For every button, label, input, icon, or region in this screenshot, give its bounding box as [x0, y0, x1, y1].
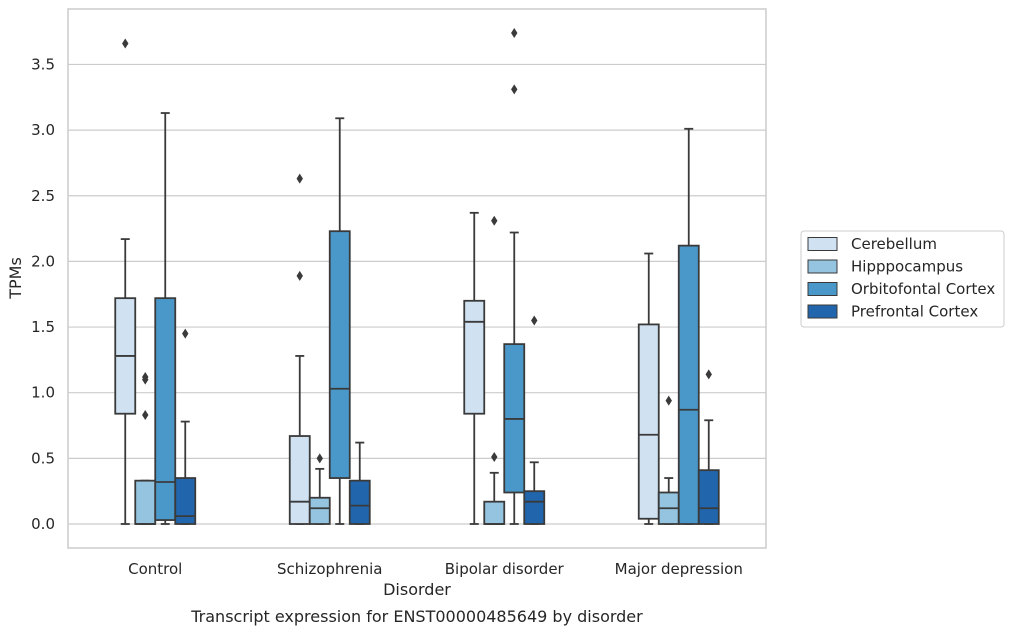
x-axis-title: Disorder: [383, 580, 451, 599]
box-0-1: [288, 173, 311, 525]
y-tick-label: 0.5: [31, 449, 55, 467]
outlier-point: [182, 328, 189, 339]
legend-swatch: [807, 237, 838, 251]
box-2-1: [328, 117, 351, 525]
y-axis-title: TPMs: [6, 257, 25, 300]
iqr-box: [174, 477, 197, 525]
box-3-2: [523, 315, 546, 525]
box-2-0: [154, 112, 177, 525]
legend-swatch: [807, 282, 838, 296]
iqr-box: [677, 244, 700, 525]
outlier-point: [296, 270, 303, 281]
iqr-box: [328, 230, 351, 479]
iqr-box: [308, 496, 331, 525]
iqr-box: [637, 323, 660, 520]
y-tick-label: 2.0: [31, 252, 55, 270]
outlier-point: [705, 369, 712, 380]
outlier-point: [296, 173, 303, 184]
plot-frame: [67, 8, 767, 549]
outlier-point: [665, 395, 672, 406]
x-tick-label: Bipolar disorder: [445, 560, 565, 578]
box-3-1: [348, 441, 371, 525]
legend-label: Hipppocampus: [851, 258, 963, 276]
y-tick-label: 1.5: [31, 318, 55, 336]
legend-swatch: [807, 304, 838, 319]
y-tick-label: 2.5: [31, 187, 55, 205]
x-tick-label: Major depression: [615, 560, 743, 578]
box-1-1: [308, 453, 331, 525]
y-tick-label: 0.0: [31, 515, 55, 533]
chart-caption: Transcript expression for ENST0000048564…: [190, 607, 643, 626]
iqr-box: [348, 479, 371, 525]
box-1-2: [483, 215, 506, 525]
y-tick-label: 1.0: [31, 384, 55, 402]
y-tick-label: 3.5: [31, 55, 55, 73]
outlier-point: [122, 38, 129, 49]
box-2-3: [677, 127, 700, 525]
box-0-3: [637, 252, 660, 525]
box-3-3: [697, 369, 720, 525]
y-tick-label: 3.0: [31, 121, 55, 139]
box-3-0: [174, 328, 197, 525]
outlier-point: [142, 371, 149, 382]
outlier-point: [511, 27, 518, 38]
outlier-point: [511, 84, 518, 95]
outlier-point: [142, 410, 149, 421]
legend-items: Cerebellum Hipppocampus Orbitofontal Corte…: [807, 235, 995, 321]
iqr-box: [697, 469, 720, 525]
box-series: [114, 27, 720, 525]
iqr-box: [463, 299, 486, 415]
grid-lines: [68, 63, 766, 525]
outlier-point: [491, 452, 498, 463]
iqr-box: [483, 500, 506, 525]
iqr-box: [154, 297, 177, 521]
iqr-box: [134, 479, 157, 525]
x-tick-label: Schizophrenia: [277, 560, 382, 578]
x-tick-label: Control: [128, 560, 182, 578]
box-0-2: [463, 211, 486, 525]
legend-label: Prefrontal Cortex: [851, 303, 978, 321]
y-tick-labels: 0.0 0.5 1.0 1.5 2.0 2.5 3.0 3.5: [31, 55, 55, 533]
box-1-3: [657, 395, 680, 525]
x-tick-labels: Control Schizophrenia Bipolar disorder Majo…: [128, 560, 743, 578]
box-1-0: [134, 371, 157, 525]
outlier-point: [491, 215, 498, 226]
outlier-point: [531, 315, 538, 326]
box-2-2: [503, 27, 526, 525]
box-0-0: [114, 38, 137, 525]
legend-label: Cerebellum: [851, 235, 937, 253]
iqr-box: [288, 435, 311, 525]
legend-swatch: [807, 259, 838, 274]
legend-frame: [800, 230, 1005, 328]
outlier-point: [316, 453, 323, 464]
legend: Cerebellum Hipppocampus Orbitofontal Corte…: [800, 230, 1005, 328]
legend-label: Orbitofontal Cortex: [851, 280, 995, 298]
iqr-box: [523, 490, 546, 525]
